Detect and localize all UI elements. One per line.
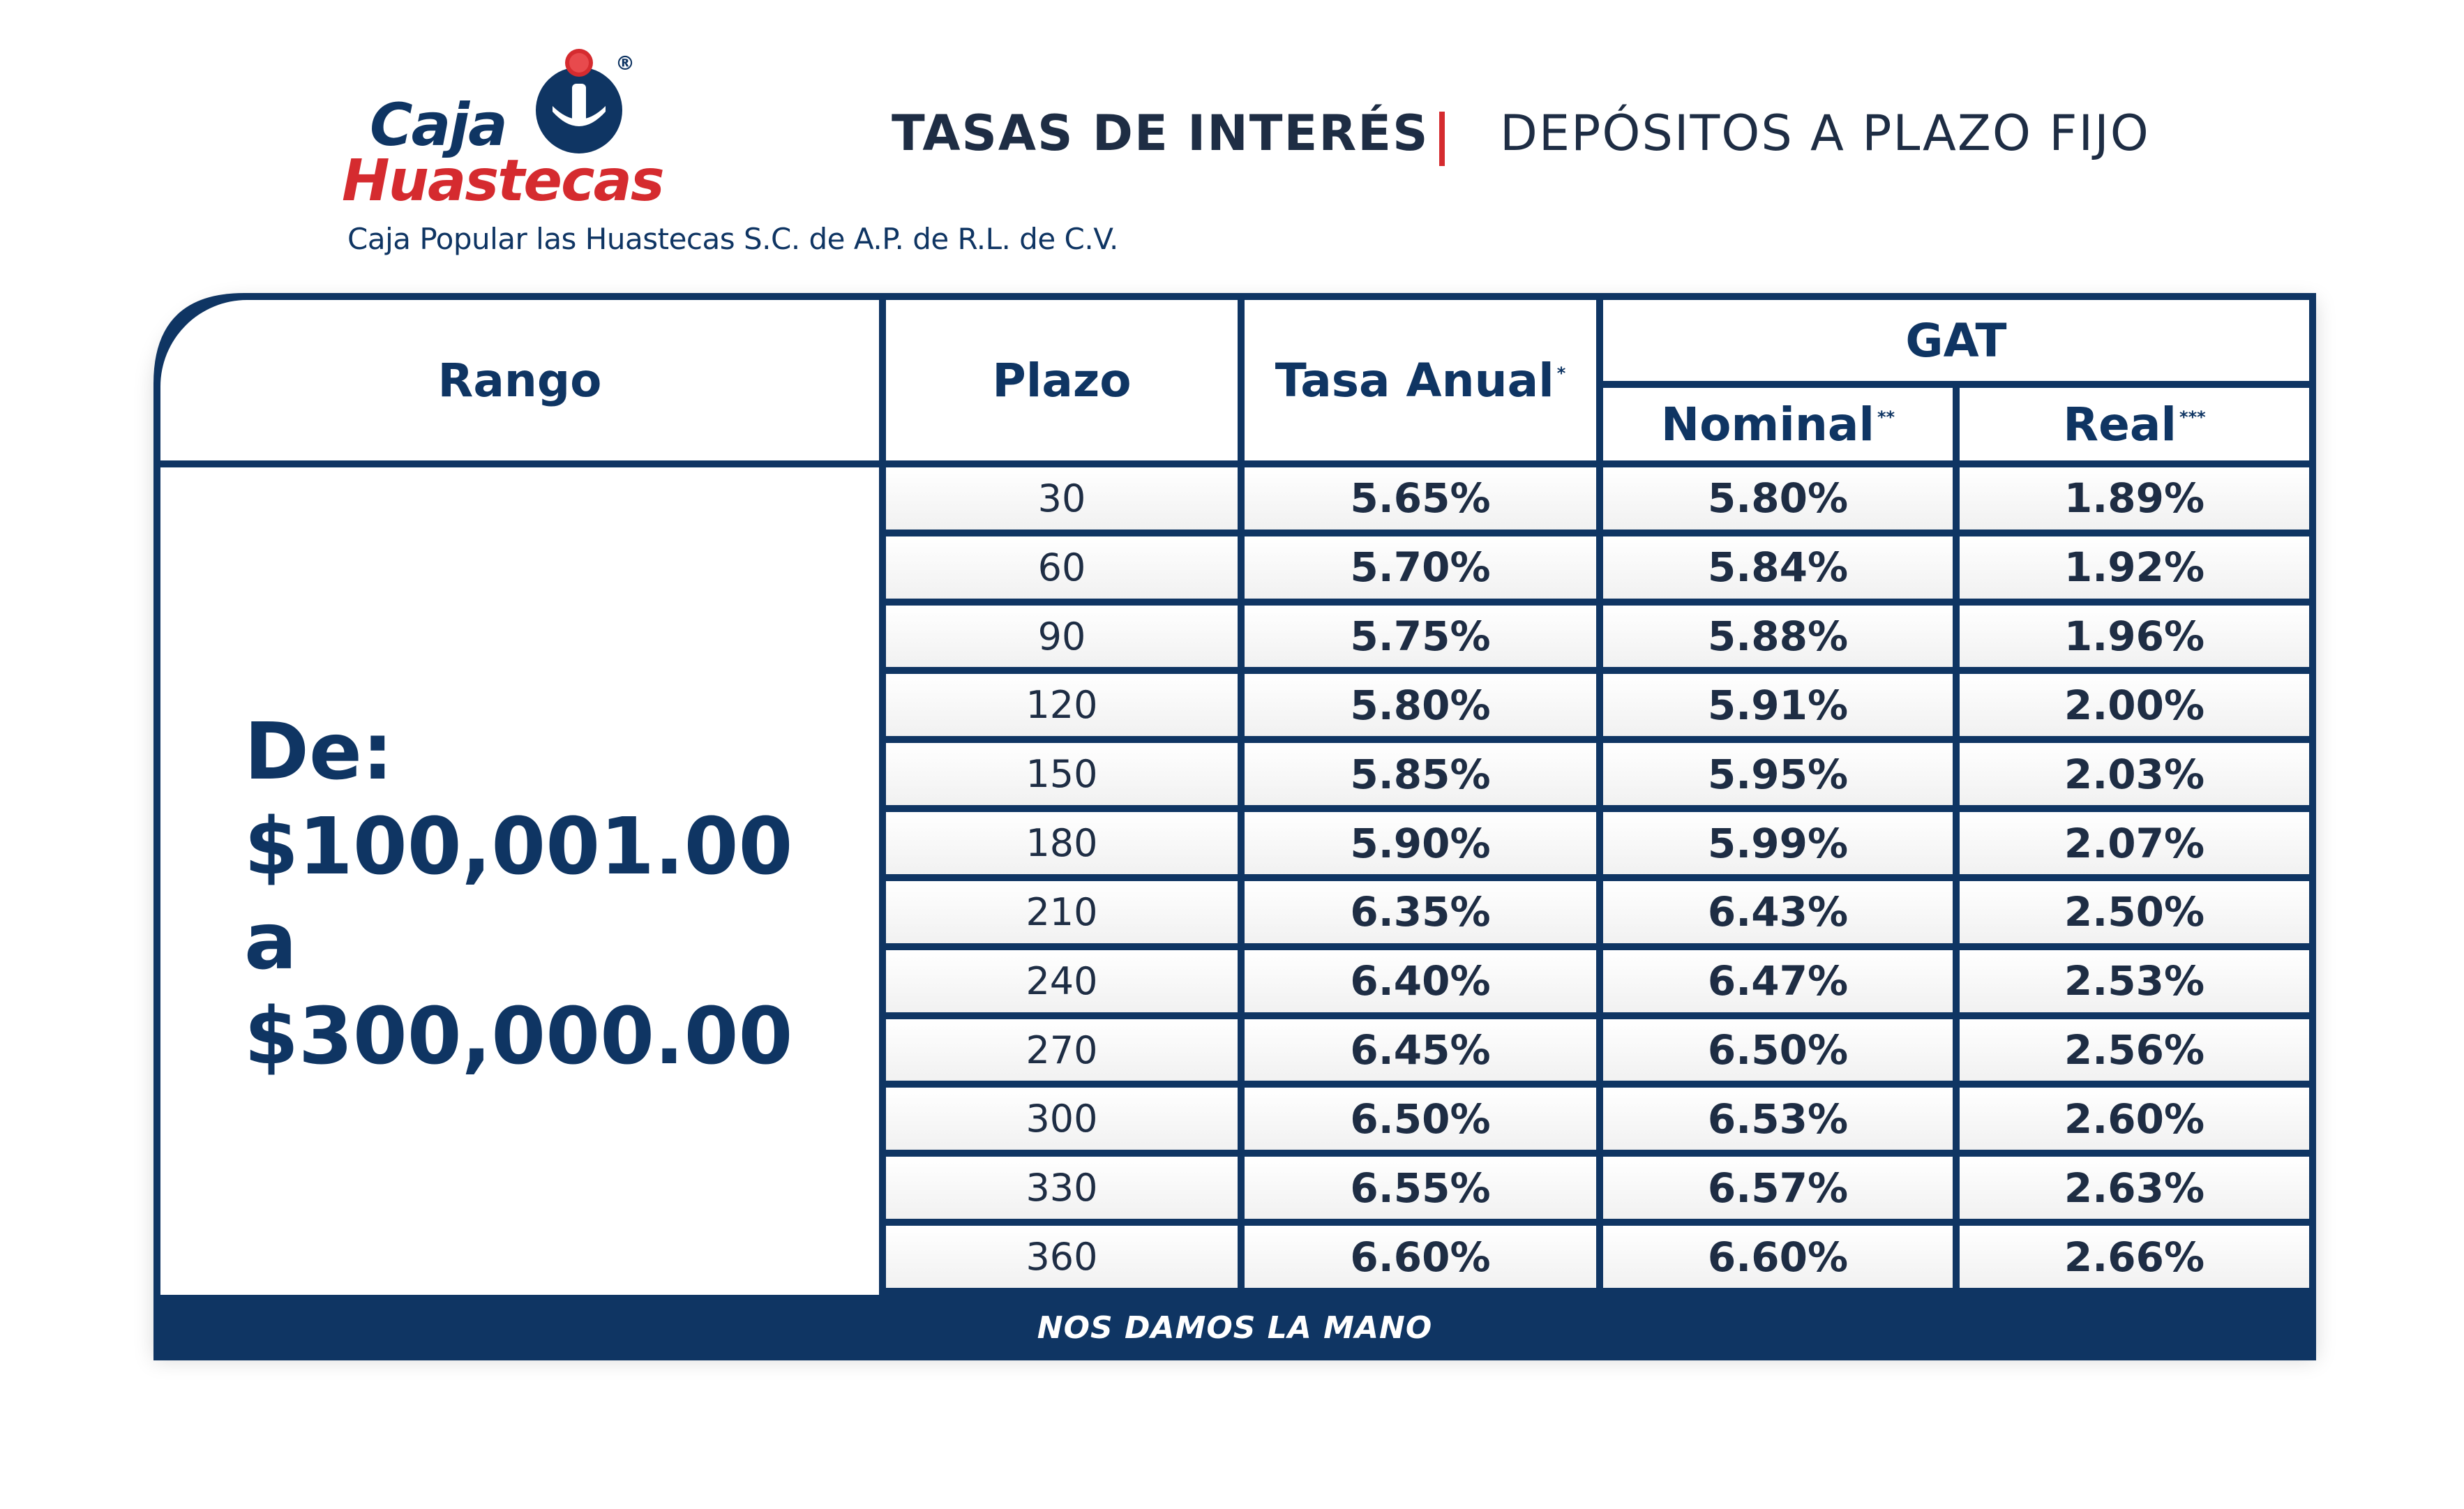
gat-real-cell: 2.53%	[1960, 949, 2309, 1012]
plazo-cell: 120	[886, 674, 1238, 737]
gat-nominal-cell: 5.84%	[1603, 536, 1953, 599]
real-footnote-mark: ***	[2179, 407, 2206, 427]
gat-real-cell: 2.00%	[1960, 674, 2309, 737]
header-real-label: Real	[2063, 397, 2177, 451]
gat-nominal-cell: 6.53%	[1603, 1088, 1953, 1150]
gat-nominal-cell: 5.91%	[1603, 674, 1953, 737]
gat-real-cell: 2.66%	[1960, 1226, 2309, 1288]
footer-slogan: NOS DAMOS LA MANO	[1037, 1309, 1433, 1346]
header-nominal: Nominal **	[1603, 388, 1953, 460]
gat-real-cell: 2.60%	[1960, 1088, 2309, 1150]
gat-real-cell: 2.56%	[1960, 1019, 2309, 1081]
range-max-amount: $300,000.00	[244, 991, 793, 1082]
logo-word-caja: Caja	[370, 91, 508, 159]
gat-nominal-cell: 5.95%	[1603, 743, 1953, 806]
registered-mark: ®	[615, 52, 635, 75]
header-real: Real ***	[1960, 388, 2309, 460]
tasa-anual-cell: 5.90%	[1245, 812, 1596, 874]
range-cell: De: $100,001.00 a $300,000.00	[160, 467, 879, 1295]
tasa-anual-cell: 6.40%	[1245, 949, 1596, 1012]
plazo-cell: 60	[886, 536, 1238, 599]
tasa-anual-cell: 5.75%	[1245, 605, 1596, 668]
tasa-anual-cell: 6.45%	[1245, 1019, 1596, 1081]
range-from-label: De:	[244, 707, 393, 797]
gat-real-cell: 2.50%	[1960, 880, 2309, 943]
gat-nominal-cell: 6.43%	[1603, 880, 1953, 943]
plazo-cell: 240	[886, 949, 1238, 1012]
gat-real-cell: 2.63%	[1960, 1157, 2309, 1219]
plazo-cell: 270	[886, 1019, 1238, 1081]
header-plazo: Plazo	[886, 300, 1238, 460]
header-nominal-label: Nominal	[1660, 397, 1875, 451]
tasa-anual-cell: 5.70%	[1245, 536, 1596, 599]
plazo-cell: 300	[886, 1088, 1238, 1150]
page-title-rates: TASAS DE INTERÉS	[892, 105, 1429, 162]
range-min-amount: $100,001.00	[244, 802, 793, 892]
page-subtitle-deposits: DEPÓSITOS A PLAZO FIJO	[1500, 105, 2150, 162]
gat-nominal-cell: 6.47%	[1603, 949, 1953, 1012]
header-rango: Rango	[160, 300, 879, 460]
gat-real-cell: 2.03%	[1960, 743, 2309, 806]
tasa-anual-footnote-mark: *	[1556, 363, 1566, 383]
tasa-anual-cell: 5.85%	[1245, 743, 1596, 806]
header-plazo-label: Plazo	[992, 353, 1132, 407]
plazo-cell: 90	[886, 605, 1238, 668]
plazo-cell: 330	[886, 1157, 1238, 1219]
nominal-footnote-mark: **	[1877, 407, 1895, 427]
gat-nominal-cell: 6.57%	[1603, 1157, 1953, 1219]
plazo-cell: 180	[886, 812, 1238, 874]
footer-slogan-bar: NOS DAMOS LA MANO	[153, 1295, 2316, 1360]
title-separator	[1439, 112, 1445, 166]
legal-name: Caja Popular las Huastecas S.C. de A.P. …	[347, 222, 1118, 256]
gat-real-cell: 1.96%	[1960, 605, 2309, 668]
tasa-anual-cell: 6.50%	[1245, 1088, 1596, 1150]
header-gat-label: GAT	[1905, 313, 2007, 368]
gat-nominal-cell: 6.60%	[1603, 1226, 1953, 1288]
header-tasa-anual: Tasa Anual *	[1245, 300, 1596, 460]
header-rango-label: Rango	[437, 353, 602, 407]
range-amount: De: $100,001.00 a $300,000.00	[244, 705, 792, 1084]
plazo-cell: 360	[886, 1226, 1238, 1288]
gat-nominal-cell: 5.99%	[1603, 812, 1953, 874]
logo-emblem-icon	[536, 49, 622, 153]
rates-table: Rango Plazo Tasa Anual * GAT Nominal ** Re…	[153, 293, 2316, 1360]
brand-logo: Caja Huastecas ®	[342, 28, 677, 214]
gat-nominal-cell: 5.88%	[1603, 605, 1953, 668]
gat-real-cell: 1.89%	[1960, 467, 2309, 530]
tasa-anual-cell: 6.35%	[1245, 880, 1596, 943]
header-gat: GAT	[1603, 300, 2309, 381]
range-to-label: a	[244, 896, 297, 987]
plazo-cell: 150	[886, 743, 1238, 806]
header-tasa-anual-label: Tasa Anual	[1275, 353, 1554, 407]
gat-nominal-cell: 6.50%	[1603, 1019, 1953, 1081]
gat-real-cell: 1.92%	[1960, 536, 2309, 599]
plazo-cell: 210	[886, 880, 1238, 943]
tasa-anual-cell: 5.65%	[1245, 467, 1596, 530]
tasa-anual-cell: 6.55%	[1245, 1157, 1596, 1219]
tasa-anual-cell: 5.80%	[1245, 674, 1596, 737]
logo-word-huastecas: Huastecas	[342, 148, 665, 214]
gat-real-cell: 2.07%	[1960, 812, 2309, 874]
plazo-cell: 30	[886, 467, 1238, 530]
gat-nominal-cell: 5.80%	[1603, 467, 1953, 530]
tasa-anual-cell: 6.60%	[1245, 1226, 1596, 1288]
